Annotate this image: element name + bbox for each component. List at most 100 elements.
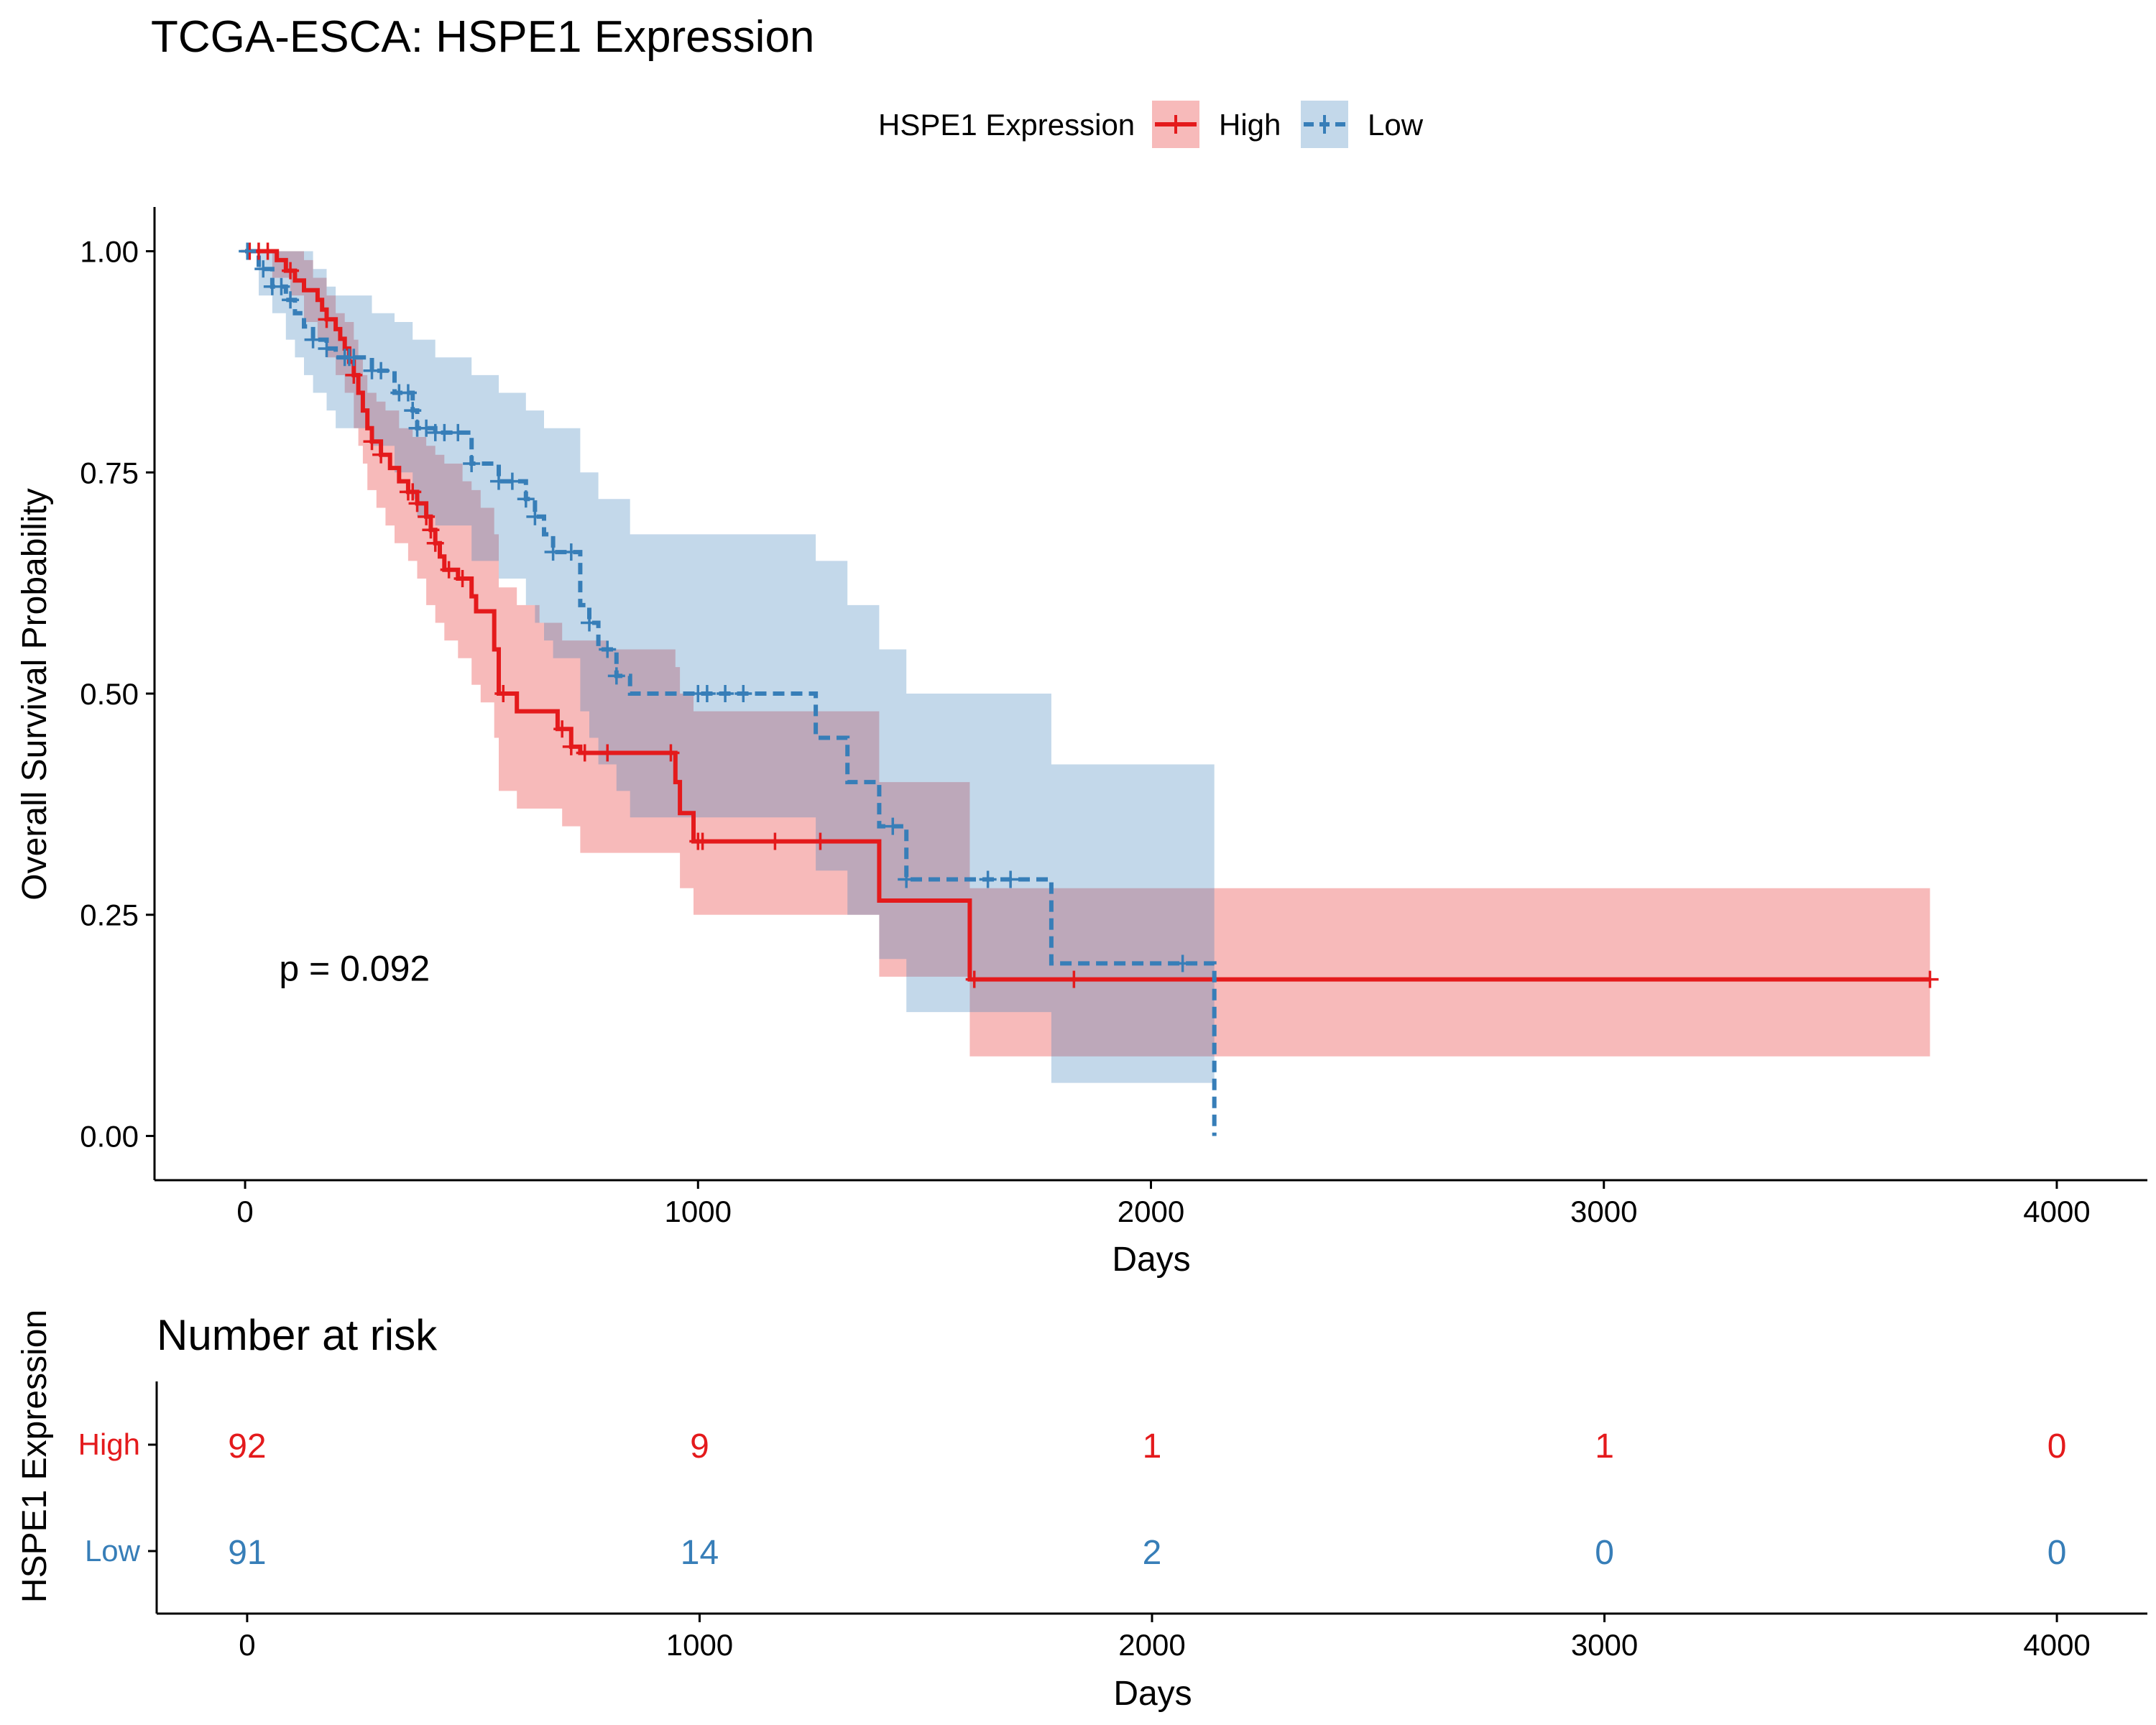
censor-mark-low xyxy=(345,349,363,367)
censor-mark-low xyxy=(734,685,752,702)
risk-count-low: 14 xyxy=(681,1534,719,1572)
censor-mark-low xyxy=(1174,954,1192,972)
x-tick-label: 3000 xyxy=(1570,1195,1637,1228)
censor-mark-high xyxy=(562,737,580,755)
censor-mark-low xyxy=(698,685,716,702)
censor-mark-high xyxy=(576,744,594,762)
legend-label-high: High xyxy=(1219,108,1281,142)
censor-mark-low xyxy=(304,331,322,349)
censor-mark-high xyxy=(408,494,426,512)
x-tick-label: 2000 xyxy=(1118,1195,1184,1228)
censor-mark-high xyxy=(494,685,512,702)
risk-table-y-axis-label: HSPE1 Expression xyxy=(16,1310,54,1603)
risk-count-high: 92 xyxy=(228,1427,266,1466)
risk-table-x-axis-label: Days xyxy=(1113,1675,1192,1713)
ci-band-low xyxy=(245,251,1215,1083)
risk-x-tick-label: 4000 xyxy=(2023,1628,2090,1662)
risk-row-label-high: High xyxy=(78,1427,140,1461)
risk-count-high: 0 xyxy=(2047,1427,2067,1466)
censor-mark-low xyxy=(517,490,535,508)
survival-curve-low xyxy=(245,249,1217,1136)
x-ticks: 0 1000 2000 3000 4000 xyxy=(236,1180,2091,1228)
censor-mark-high xyxy=(662,744,680,762)
censor-mark-high xyxy=(259,242,277,260)
x-tick-label: 0 xyxy=(236,1195,253,1228)
censor-mark-low xyxy=(449,423,467,441)
censor-mark-high xyxy=(345,366,363,384)
censor-mark-low xyxy=(526,507,544,525)
chart-title: TCGA-ESCA: HSPE1 Expression xyxy=(151,12,814,62)
censor-mark-low xyxy=(607,667,625,685)
censor-mark-low xyxy=(562,543,580,561)
censor-mark-high xyxy=(766,832,784,850)
risk-table-x-ticks: 0 1000 2000 3000 4000 xyxy=(239,1614,2091,1662)
confidence-bands xyxy=(245,251,1930,1083)
censor-mark-high xyxy=(440,561,458,579)
risk-x-tick-label: 1000 xyxy=(666,1628,733,1662)
risk-x-tick-label: 2000 xyxy=(1118,1628,1185,1662)
censor-mark-high xyxy=(372,446,390,464)
censor-mark-high xyxy=(811,832,829,850)
risk-count-high: 1 xyxy=(1143,1427,1162,1466)
censor-mark-low xyxy=(254,260,272,278)
censor-mark-low xyxy=(282,291,300,309)
censor-mark-high xyxy=(318,310,336,328)
censor-mark-high xyxy=(426,534,444,552)
y-tick-label: 0.50 xyxy=(80,677,139,711)
censor-mark-low xyxy=(1002,870,1020,888)
y-tick-label: 1.00 xyxy=(80,235,139,269)
censor-mark-low xyxy=(418,419,436,437)
censor-mark-low xyxy=(717,685,734,702)
censor-mark-low xyxy=(399,384,417,402)
x-tick-label: 4000 xyxy=(2023,1195,2090,1228)
censor-mark-high xyxy=(418,507,436,525)
legend-label-low: Low xyxy=(1368,108,1424,142)
risk-count-low: 91 xyxy=(228,1534,266,1572)
risk-count-high: 1 xyxy=(1595,1427,1614,1466)
censor-mark-low xyxy=(884,817,902,835)
censor-mark-high xyxy=(553,720,571,738)
censor-mark-low xyxy=(463,454,481,472)
censor-mark-high xyxy=(599,744,617,762)
y-tick-label: 0.75 xyxy=(80,456,139,489)
risk-count-low: 0 xyxy=(2047,1534,2067,1572)
censor-mark-low xyxy=(979,870,997,888)
ci-band-high xyxy=(245,251,1930,1057)
y-tick-label: 0.00 xyxy=(80,1119,139,1153)
censor-mark-high xyxy=(422,521,440,539)
censor-mark-low xyxy=(239,242,257,260)
censor-mark-low xyxy=(599,640,617,658)
censor-mark-high xyxy=(1065,970,1083,988)
risk-table-title: Number at risk xyxy=(157,1311,438,1359)
risk-count-low: 2 xyxy=(1143,1534,1162,1572)
legend: HSPE1 Expression High Low xyxy=(878,101,1424,148)
censor-marks xyxy=(239,242,1939,988)
main-axes: 0.00 0.25 0.50 0.75 1.00 0 1000 2000 3000 4000 xyxy=(80,207,2147,1228)
censor-mark-high xyxy=(694,832,711,850)
censor-mark-high xyxy=(965,970,983,988)
censor-mark-high xyxy=(404,483,422,501)
censor-mark-low xyxy=(272,277,290,295)
censor-mark-high xyxy=(453,569,471,587)
censor-mark-high xyxy=(363,433,381,451)
p-value-annotation: p = 0.092 xyxy=(279,949,430,989)
risk-count-low: 0 xyxy=(1595,1534,1614,1572)
x-tick-label: 1000 xyxy=(665,1195,732,1228)
censor-mark-low xyxy=(503,472,521,490)
censor-mark-low xyxy=(372,362,390,380)
y-ticks: 0.00 0.25 0.50 0.75 1.00 xyxy=(80,235,155,1153)
censor-mark-low xyxy=(404,402,422,420)
x-axis-label: Days xyxy=(1112,1241,1190,1279)
risk-x-tick-label: 0 xyxy=(239,1628,255,1662)
legend-key-low xyxy=(1301,101,1348,148)
censor-mark-high xyxy=(282,262,300,280)
censor-mark-low xyxy=(544,543,562,561)
legend-key-high xyxy=(1152,101,1199,148)
censor-mark-low xyxy=(318,339,336,357)
censor-mark-high xyxy=(1921,970,1939,988)
risk-count-high: 9 xyxy=(690,1427,709,1466)
